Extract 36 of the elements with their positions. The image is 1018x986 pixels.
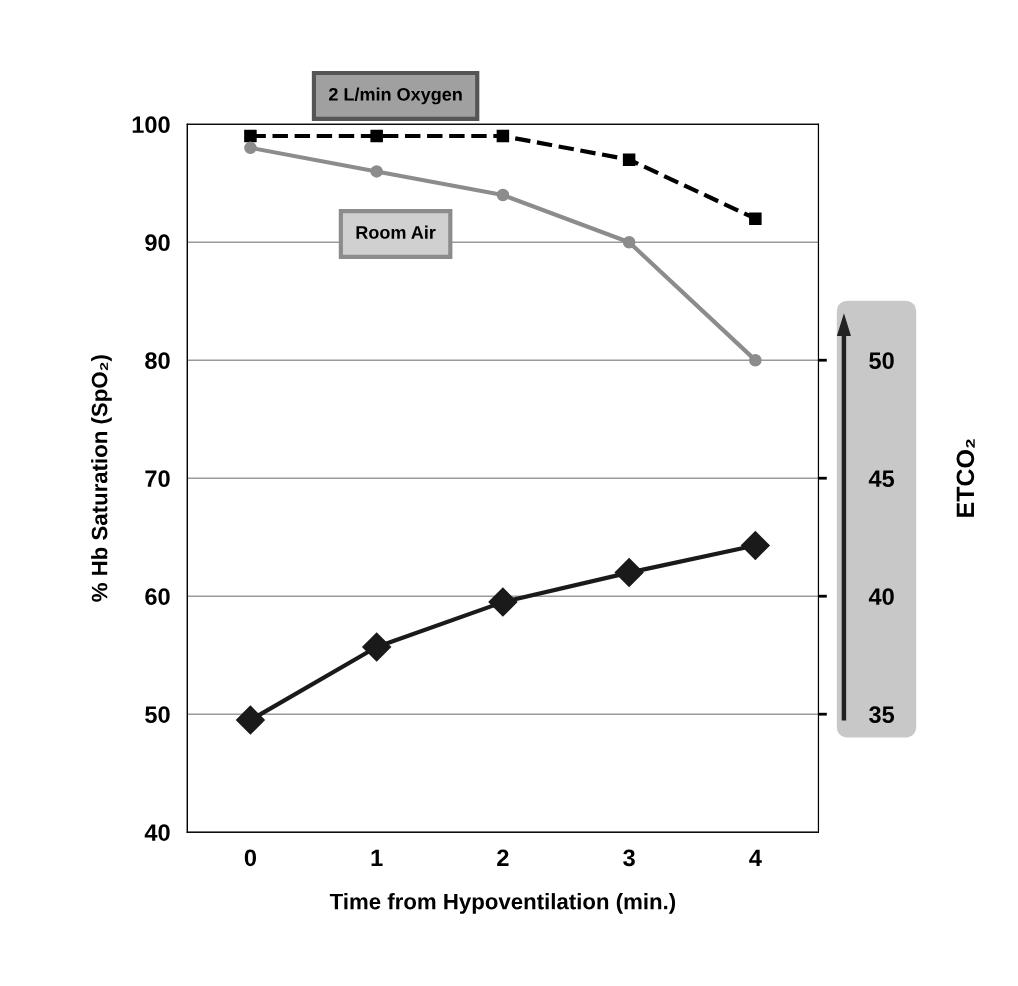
point [622,235,636,249]
y-tick-label: 90 [145,234,170,252]
x-tick-label: 1 [371,849,383,866]
y-tick-label: 50 [145,706,170,723]
text: Room Air [356,225,436,239]
x-axis-title: Time from Hypoventilation (min.) [329,893,676,914]
series-label: 2 L/min Oxygen [329,87,462,105]
y-tick-label: 60 [145,588,170,605]
y-tick-label: 80 [145,352,170,370]
point [749,212,762,225]
y-tick-label: 40 [144,824,170,841]
x-tick-label: 4 [749,849,762,866]
point [614,558,644,588]
x-tick-label: 2 [497,849,509,866]
y-axis-title: % Hb Saturation (SpO₂) [91,355,112,602]
x-tick-label: 3 [623,849,635,867]
point [244,129,257,143]
point [488,587,518,617]
point [740,531,770,560]
y-tick-label: 100 [132,116,170,134]
point [235,705,265,735]
point [496,129,510,143]
y2-axis-title: ETCO₂ [956,439,975,517]
point [244,141,257,155]
point [370,129,383,143]
point [370,165,383,178]
y2-tick-label: 50 [869,352,894,370]
x-tick-label: 0 [244,849,257,867]
point [496,188,510,202]
point [749,353,762,367]
point [362,632,392,662]
y2-tick-label: 35 [869,706,895,724]
y2-tick-label: 45 [868,470,895,487]
y-tick-label: 70 [145,470,170,487]
point [622,153,636,166]
y2-tick-label: 40 [868,588,894,605]
